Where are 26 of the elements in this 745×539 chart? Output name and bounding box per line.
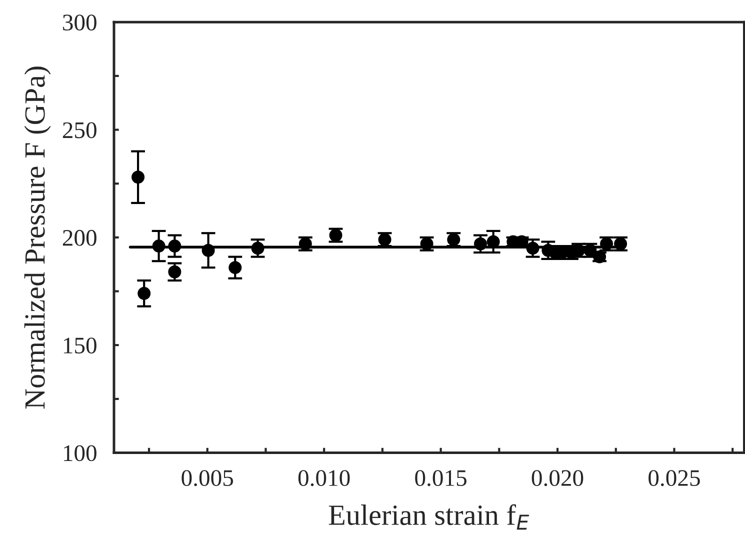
point — [152, 240, 166, 253]
x-tick-label: 0.025 — [648, 470, 700, 486]
point — [474, 237, 487, 250]
y-tick-label: 200 — [62, 230, 96, 246]
point — [132, 170, 145, 184]
y-tick-label: 300 — [63, 14, 96, 31]
point — [298, 237, 312, 250]
x-tick-label: 0.015 — [415, 470, 466, 486]
point — [526, 242, 540, 255]
point — [447, 233, 460, 246]
point — [228, 261, 242, 274]
point — [202, 244, 215, 257]
point — [251, 242, 264, 255]
point — [378, 233, 392, 246]
point — [168, 265, 182, 278]
point — [420, 237, 434, 250]
x-tick-label: 0.010 — [298, 470, 350, 486]
x-axis-title: Eulerian strain f$_{E}$ — [328, 504, 530, 530]
x-tick-label: 0.005 — [182, 470, 233, 486]
point — [138, 286, 151, 300]
y-tick-label: 100 — [64, 445, 96, 462]
y-axis-title: Normalized Pressure F (GPa) — [24, 66, 51, 409]
y-tick-label: 150 — [64, 338, 96, 354]
y-tick-label: 250 — [62, 122, 96, 138]
point — [168, 240, 182, 253]
x-tick-label: 0.020 — [532, 470, 584, 486]
